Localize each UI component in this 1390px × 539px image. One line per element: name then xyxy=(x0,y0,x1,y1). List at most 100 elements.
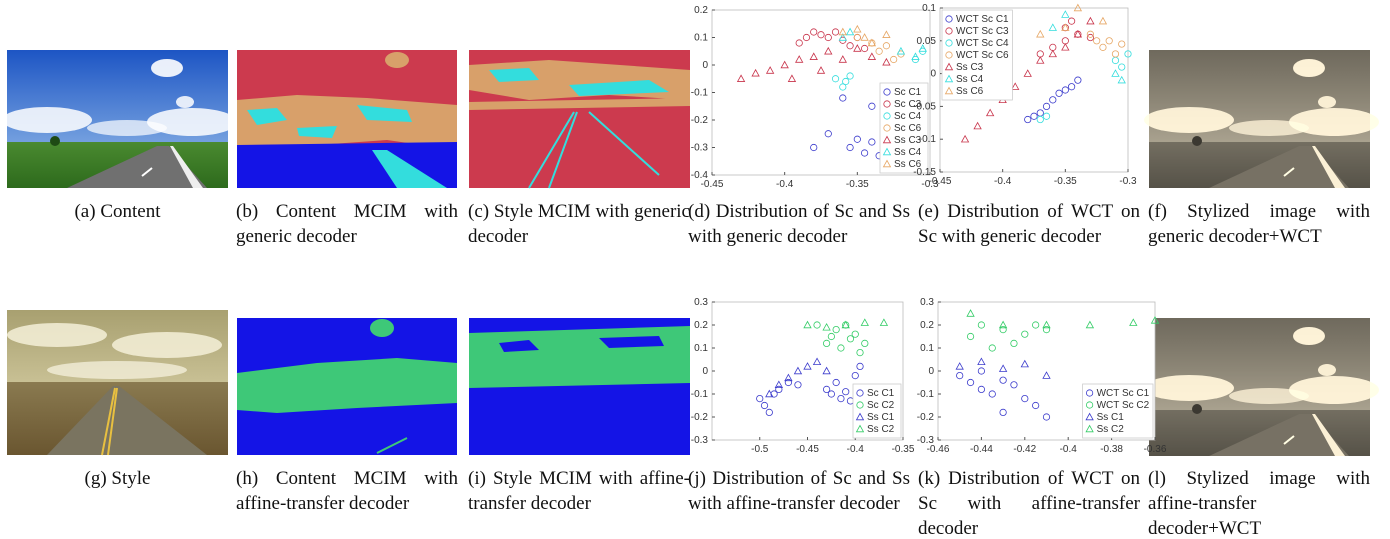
point xyxy=(1111,50,1120,58)
point xyxy=(810,28,818,36)
point xyxy=(1086,16,1095,25)
point xyxy=(1118,63,1126,71)
caption: (c) Style MCIM with generic decoder xyxy=(468,201,690,247)
scatter-plot: -0.45 -0.4 -0.35 -0.3-0.4-0.3-0.2-0.100.10.… xyxy=(691,5,939,190)
content-image xyxy=(1,49,238,189)
y-tick-label: -0.2 xyxy=(917,412,935,423)
point xyxy=(1093,37,1101,45)
legend-label: WCT Sc C2 xyxy=(1097,400,1150,411)
point xyxy=(822,322,831,331)
point xyxy=(853,33,861,42)
x-tick-label: -0.4 xyxy=(994,176,1012,187)
point xyxy=(960,134,970,143)
point xyxy=(1061,10,1070,18)
x-tick-label: -0.35 xyxy=(846,179,869,190)
point xyxy=(816,66,826,74)
point xyxy=(1048,49,1057,58)
point xyxy=(966,332,975,341)
point xyxy=(1010,381,1018,389)
point xyxy=(824,130,832,138)
scatter-plot: -0.46 -0.44 -0.42 -0.4 -0.38 -0.36 -0.3 -0.2 -0.… xyxy=(917,297,1167,455)
legend-label: WCT Sc C1 xyxy=(956,14,1009,25)
legend-label: Sc C1 xyxy=(894,87,922,98)
point xyxy=(765,66,775,74)
point xyxy=(784,378,793,387)
y-tick-label: 0.1 xyxy=(922,3,936,14)
point xyxy=(813,321,821,329)
x-tick-label: -0.44 xyxy=(970,444,993,455)
point xyxy=(1011,82,1020,90)
caption: (l) Stylized image with affine-transfer … xyxy=(1148,468,1370,539)
legend-label: Ss C3 xyxy=(894,135,922,146)
stylized-affine xyxy=(1143,317,1380,457)
x-tick-label: -0.42 xyxy=(1013,444,1036,455)
point xyxy=(1117,75,1126,84)
legend-label: Ss C1 xyxy=(1097,412,1125,423)
caption: (b) Content MCIM with generic decoder xyxy=(236,201,458,247)
caption: (h) Content MCIM with affine-transfer de… xyxy=(236,468,458,514)
caption: (k) Distribution of WCT on Sc with affin… xyxy=(918,468,1140,539)
y-tick-label: 0 xyxy=(702,366,708,377)
point xyxy=(1098,16,1108,25)
point xyxy=(882,30,891,38)
point xyxy=(1068,83,1076,91)
legend-box xyxy=(852,383,902,439)
point xyxy=(1105,37,1113,45)
caption: (e) Distribution of WCT on Sc with gener… xyxy=(918,201,1140,247)
point xyxy=(977,385,986,393)
legend-marker xyxy=(945,27,953,35)
y-tick-label: 0.2 xyxy=(694,320,708,331)
point xyxy=(999,408,1007,416)
x-tick-label: -0.45 xyxy=(929,176,952,187)
point xyxy=(1021,330,1029,338)
point xyxy=(1023,69,1032,77)
point xyxy=(1124,50,1132,58)
style-mcim-affine xyxy=(469,318,690,455)
legend-label: Ss C2 xyxy=(1097,424,1125,435)
point xyxy=(988,344,996,352)
point xyxy=(896,46,906,55)
point xyxy=(842,388,850,396)
point xyxy=(822,339,831,347)
caption: (f) Stylized image with generic decoder+… xyxy=(1148,201,1370,247)
point xyxy=(956,371,964,380)
point xyxy=(879,318,889,326)
point xyxy=(1061,23,1070,31)
point xyxy=(812,357,822,365)
point xyxy=(1061,43,1070,51)
x-tick-label: -0.45 xyxy=(701,179,724,190)
point xyxy=(856,348,864,357)
point xyxy=(860,149,869,157)
point xyxy=(1032,401,1040,410)
legend-label: Sc C6 xyxy=(894,123,922,134)
point xyxy=(846,143,854,152)
scatter-plot: -0.5 -0.45 -0.4 -0.35 -0.3 -0.2 -0.1 0 0.1 0.2 0.3… xyxy=(691,297,915,455)
plot-frame xyxy=(711,301,904,441)
point xyxy=(882,57,891,66)
x-tick-label: -0.3 xyxy=(921,179,939,190)
legend-label: Sc C1 xyxy=(867,388,895,399)
legend-marker xyxy=(1085,424,1094,433)
x-tick-label: -0.4 xyxy=(1060,444,1078,455)
point xyxy=(966,378,975,387)
y-tick-label: 0.05 xyxy=(917,36,937,47)
point xyxy=(775,385,783,393)
point xyxy=(851,371,859,380)
legend-marker xyxy=(856,389,864,397)
legend-marker xyxy=(1086,401,1094,409)
legend-marker xyxy=(945,51,953,59)
point xyxy=(1042,371,1051,379)
legend-marker xyxy=(855,424,865,433)
content-mcim-affine xyxy=(237,318,457,455)
point xyxy=(765,408,773,416)
y-tick-label: -0.1 xyxy=(691,88,709,99)
legend-marker xyxy=(944,62,954,71)
point xyxy=(824,33,832,42)
point xyxy=(1042,112,1051,120)
point xyxy=(1021,394,1029,403)
point xyxy=(1036,29,1045,38)
stylized-generic xyxy=(1143,49,1380,189)
y-tick-label: -0.3 xyxy=(691,143,709,154)
legend-marker xyxy=(882,135,892,144)
